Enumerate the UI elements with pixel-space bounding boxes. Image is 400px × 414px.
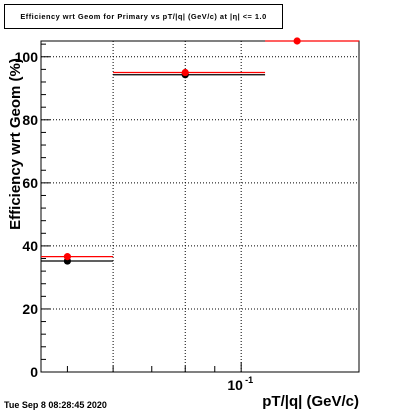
data-point: [293, 37, 301, 45]
y-tick-label: 20: [22, 301, 38, 317]
y-tick-label: 60: [22, 175, 38, 191]
plot-frame: [40, 40, 360, 373]
axis-ticks: [41, 43, 242, 373]
y-tick-label: 40: [22, 238, 38, 254]
data-point: [181, 68, 189, 77]
data-points: [41, 37, 359, 265]
tick-labels: 0 20 40 60 80 100 10 -1: [15, 49, 254, 393]
grid-lines: [41, 41, 359, 372]
data-point: [63, 253, 72, 261]
x-tick-label: 10: [227, 377, 243, 393]
chart-title: Efficiency wrt Geom for Primary vs pT/|q…: [20, 12, 267, 21]
y-tick-label: 100: [15, 49, 39, 65]
y-tick-label: 80: [22, 112, 38, 128]
x-axis-label: pT/|q| (GeV/c): [262, 393, 359, 410]
x-tick-label-exponent: -1: [245, 375, 253, 385]
chart-title-box: Efficiency wrt Geom for Primary vs pT/|q…: [4, 4, 283, 29]
y-axis-label: Efficiency wrt Geom (%): [7, 58, 24, 230]
y-tick-label: 0: [30, 364, 38, 380]
timestamp-footer: Tue Sep 8 08:28:45 2020: [4, 400, 107, 410]
plot-border: [40, 40, 360, 373]
